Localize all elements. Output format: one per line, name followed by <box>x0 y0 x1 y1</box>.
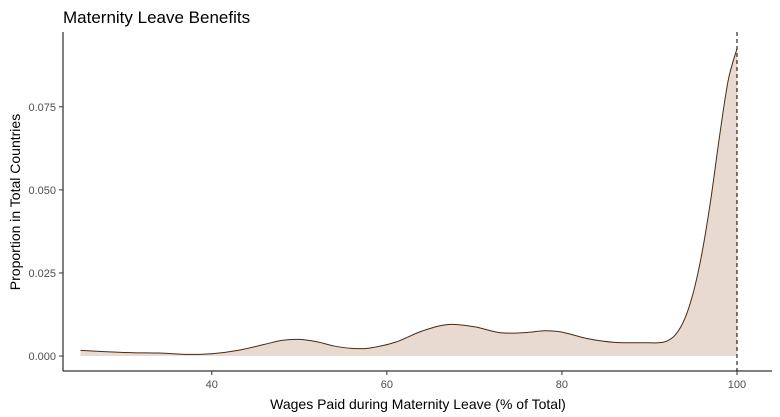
axes: 0.000 0.025 0.050 0.075 40 60 80 100 <box>28 32 772 391</box>
x-tick-label: 60 <box>381 379 393 391</box>
y-tick-label: 0.025 <box>28 268 56 280</box>
x-tick-label: 40 <box>206 379 218 391</box>
y-tick-label: 0.000 <box>28 351 56 363</box>
density-area <box>80 48 737 357</box>
y-tick-label: 0.075 <box>28 102 56 114</box>
y-tick-label: 0.050 <box>28 185 56 197</box>
x-tick-label: 80 <box>556 379 568 391</box>
plot-area <box>80 32 738 371</box>
chart-title: Maternity Leave Benefits <box>63 8 250 27</box>
y-axis-title: Proportion in Total Countries <box>7 114 23 290</box>
x-tick-label: 100 <box>728 379 746 391</box>
x-axis-title: Wages Paid during Maternity Leave (% of … <box>270 396 566 412</box>
density-line <box>80 48 738 355</box>
